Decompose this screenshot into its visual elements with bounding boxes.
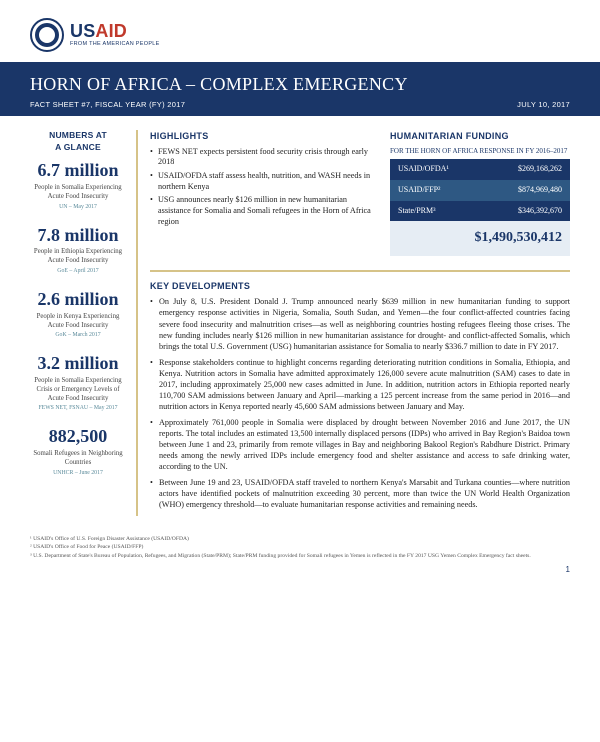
page-number: 1 [30,565,570,576]
highlights-list: FEWS NET expects persistent food securit… [150,147,376,228]
stat-value: 7.8 million [30,226,126,246]
sidebar-heading: NUMBERS AT A GLANCE [30,130,126,153]
logo-block: USAID FROM THE AMERICAN PEOPLE [30,18,570,52]
kd-item: Response stakeholders continue to highli… [150,357,570,412]
funding-row: USAID/FFP² $874,969,480 [390,180,570,201]
stat-desc: Somali Refugees in Neighboring Countries [30,450,126,468]
funding-table: USAID/OFDA¹ $269,168,262 USAID/FFP² $874… [390,159,570,256]
funding-amount: $874,969,480 [485,180,570,201]
page: USAID FROM THE AMERICAN PEOPLE HORN OF A… [0,0,600,590]
highlights-heading: HIGHLIGHTS [150,130,376,142]
title-subrow: FACT SHEET #7, FISCAL YEAR (FY) 2017 JUL… [30,100,570,110]
stat-desc: People in Ethiopia Experiencing Acute Fo… [30,248,126,266]
title-bar: HORN OF AFRICA – COMPLEX EMERGENCY FACT … [0,62,600,116]
stat-desc: People in Kenya Experiencing Acute Food … [30,313,126,331]
kd-item: On July 8, U.S. President Donald J. Trum… [150,296,570,351]
logo-tagline: FROM THE AMERICAN PEOPLE [70,41,160,48]
funding-amount: $269,168,262 [485,159,570,180]
sidebar-stats: NUMBERS AT A GLANCE 6.7 million People i… [30,130,138,515]
stat-value: 882,500 [30,427,126,447]
document-date: JULY 10, 2017 [517,100,570,110]
funding-heading: HUMANITARIAN FUNDING [390,130,570,142]
funding-section: HUMANITARIAN FUNDING FOR THE HORN OF AFR… [390,130,570,256]
footnotes: ¹ USAID's Office of U.S. Foreign Disaste… [30,530,570,561]
funding-row: USAID/OFDA¹ $269,168,262 [390,159,570,180]
stat-block: 882,500 Somali Refugees in Neighboring C… [30,427,126,477]
key-developments-heading: KEY DEVELOPMENTS [150,280,570,292]
stat-source: FEWS NET, FSNAU – May 2017 [30,405,126,413]
kd-item: Between June 19 and 23, USAID/OFDA staff… [150,477,570,510]
stat-block: 7.8 million People in Ethiopia Experienc… [30,226,126,276]
logo-wordmark: USAID [70,22,160,40]
highlight-item: USAID/OFDA staff assess health, nutritio… [150,171,376,192]
document-title: HORN OF AFRICA – COMPLEX EMERGENCY [30,72,570,96]
stat-source: GoK – March 2017 [30,332,126,340]
stat-desc: People in Somalia Experiencing Acute Foo… [30,184,126,202]
funding-row: State/PRM³ $346,392,670 [390,201,570,222]
funding-label: State/PRM³ [390,201,485,222]
stat-source: GoE – April 2017 [30,268,126,276]
logo-suffix: AID [95,21,127,41]
funding-amount: $346,392,670 [485,201,570,222]
body-columns: NUMBERS AT A GLANCE 6.7 million People i… [30,130,570,515]
stat-value: 3.2 million [30,354,126,374]
stat-source: UNHCR – June 2017 [30,470,126,478]
stat-block: 3.2 million People in Somalia Experienci… [30,354,126,413]
stat-desc: People in Somalia Experiencing Crisis or… [30,377,126,403]
key-developments-list: On July 8, U.S. President Donald J. Trum… [150,296,570,510]
funding-total-row: $1,490,530,412 [390,221,570,256]
footnote: ³ U.S. Department of State's Bureau of P… [30,553,570,561]
stat-source: UN – May 2017 [30,204,126,212]
logo-text: USAID FROM THE AMERICAN PEOPLE [70,22,160,48]
main-column: HIGHLIGHTS FEWS NET expects persistent f… [150,130,570,515]
usaid-seal-icon [30,18,64,52]
highlight-item: FEWS NET expects persistent food securit… [150,147,376,168]
funding-total: $1,490,530,412 [390,221,570,256]
logo-prefix: US [70,21,95,41]
factsheet-number: FACT SHEET #7, FISCAL YEAR (FY) 2017 [30,100,185,110]
top-row: HIGHLIGHTS FEWS NET expects persistent f… [150,130,570,256]
funding-label: USAID/FFP² [390,180,485,201]
stat-value: 6.7 million [30,161,126,181]
funding-subheading: FOR THE HORN OF AFRICA RESPONSE IN FY 20… [390,147,570,155]
funding-label: USAID/OFDA¹ [390,159,485,180]
kd-item: Approximately 761,000 people in Somalia … [150,417,570,472]
stat-value: 2.6 million [30,290,126,310]
stat-block: 2.6 million People in Kenya Experiencing… [30,290,126,340]
highlight-item: USG announces nearly $126 million in new… [150,195,376,227]
footnote: ¹ USAID's Office of U.S. Foreign Disaste… [30,536,570,544]
highlights-section: HIGHLIGHTS FEWS NET expects persistent f… [150,130,376,256]
stat-block: 6.7 million People in Somalia Experienci… [30,161,126,211]
key-developments-section: KEY DEVELOPMENTS On July 8, U.S. Preside… [150,270,570,510]
footnote: ² USAID's Office of Food for Peace (USAI… [30,544,570,552]
